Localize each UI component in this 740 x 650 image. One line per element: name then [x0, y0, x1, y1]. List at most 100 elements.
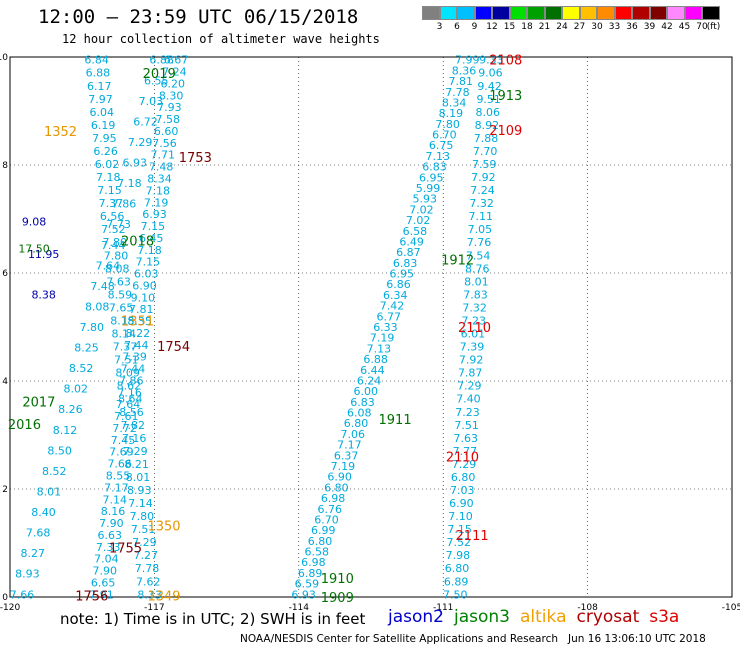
wave-height-value: 7.86: [112, 198, 137, 211]
satellite-altika: altika: [520, 607, 567, 627]
wave-height-value: 7.64: [96, 259, 121, 272]
pass-time-label: 1350: [147, 520, 180, 535]
wave-height-value: 7.18: [117, 177, 142, 190]
legend-swatch: [509, 6, 527, 20]
legend-tick-label: 30: [591, 22, 603, 32]
wave-height-value: 8.52: [42, 465, 67, 478]
wave-height-value: 7.29: [128, 136, 153, 149]
wave-height-value: 7.27: [133, 549, 158, 562]
wave-height-value: 7.98: [446, 549, 471, 562]
pass-time-label: 1753: [179, 151, 212, 166]
wave-height-value: 7.29: [452, 458, 477, 471]
wave-height-value: 8.09: [115, 367, 140, 380]
wave-height-value: 7.45: [111, 434, 136, 447]
wave-height-value: 7.93: [157, 101, 182, 114]
latitude-tick-label: 6: [2, 269, 8, 279]
wave-height-value: 7.03: [139, 95, 164, 108]
wave-height-value: 7.76: [467, 236, 492, 249]
wave-height-value: 8.21: [124, 458, 149, 471]
wave-height-value: 7.19: [331, 460, 356, 473]
latitude-tick-label: 8: [2, 161, 8, 171]
wave-height-value: 6.88: [149, 54, 174, 67]
wave-height-value: 7.19: [370, 332, 395, 345]
wave-height-value: 11.95: [28, 248, 60, 261]
wave-height-value: 7.51: [131, 523, 156, 536]
legend-tick-label: 12: [486, 22, 498, 32]
wave-height-value: 7.78: [135, 562, 160, 575]
wave-height-value: 7.18: [137, 244, 162, 257]
latitude-tick-label: 0: [2, 593, 8, 603]
satellite-legend: jason2 jason3 altika cryosat s3a: [388, 607, 689, 627]
wave-height-value: 9.33: [479, 54, 504, 67]
satellite-s3a: s3a: [649, 607, 680, 627]
wave-height-value: 7.16: [122, 432, 147, 445]
wave-height-value: 6.59: [295, 578, 320, 591]
wave-height-value: 7.37: [113, 341, 138, 354]
wave-height-value: 8.01: [126, 471, 151, 484]
wave-height-value: 7.44: [124, 339, 149, 352]
wave-height-value: 7.59: [472, 158, 497, 171]
pass-time-label: 1909: [321, 591, 354, 606]
legend-tick-label: 15: [503, 22, 516, 32]
wave-height-value: 8.25: [74, 342, 99, 355]
wave-height-value: 7.16: [117, 386, 142, 399]
wave-height-value: 7.97: [88, 93, 113, 106]
wave-height-value: 6.93: [142, 208, 167, 221]
wave-height-value: 6.95: [390, 268, 415, 281]
wave-height-value: 8.33: [137, 588, 162, 601]
longitude-tick-label: -105: [722, 603, 740, 613]
wave-height-value: 6.70: [314, 513, 339, 526]
wave-height-value: 7.71: [151, 149, 176, 162]
wave-height-value: 17.50: [18, 243, 50, 256]
wave-height-value: 7.52: [447, 536, 472, 549]
wave-height-value: 8.19: [439, 107, 464, 120]
pass-time-label: 1911: [379, 413, 412, 428]
wave-height-value: 7.15: [97, 184, 122, 197]
wave-height-value: 7.86: [119, 374, 144, 387]
wave-height-value: 6.01: [461, 328, 486, 341]
wave-height-value: 6.00: [354, 385, 379, 398]
wave-height-value: 8.93: [127, 484, 152, 497]
wave-height-value: 7.02: [409, 203, 434, 216]
legend-swatch: [474, 6, 492, 20]
wave-height-value: 8.14: [112, 328, 137, 341]
wave-height-value: 6.76: [318, 503, 343, 516]
wave-height-value: 7.29: [457, 380, 482, 393]
wave-height-value: 7.68: [26, 527, 51, 540]
pass-time-label: 1910: [321, 572, 354, 587]
wave-height-value: 7.90: [99, 517, 124, 530]
wave-height-value: 6.80: [445, 562, 470, 575]
wave-height-value: 7.24: [162, 66, 187, 79]
wave-height-value: 6.55: [144, 74, 169, 87]
wave-height-value: 7.33: [96, 541, 121, 554]
wave-height-value: 8.50: [47, 444, 72, 457]
wave-height-value: 7.40: [456, 393, 481, 406]
wave-height-value: 7.58: [156, 113, 181, 126]
wave-height-value: 6.83: [350, 396, 375, 409]
wave-height-value: 6.02: [95, 158, 120, 171]
longitude-tick-label: -120: [0, 603, 20, 613]
wave-height-value: 5.93: [412, 193, 437, 206]
pass-time-label: 1351: [121, 315, 154, 330]
pass-time-label: 2018: [121, 235, 154, 250]
legend-unit: (ft): [706, 22, 721, 32]
wave-height-value: 7.06: [340, 428, 365, 441]
wave-height-value: 6.58: [304, 546, 329, 559]
wave-height-value: 9.10: [131, 291, 156, 304]
wave-height-value: 7.15: [136, 256, 161, 269]
legend-tick-label: 9: [471, 22, 478, 32]
wave-height-value: 7.81: [448, 75, 473, 88]
pass-time-label: 2019: [143, 67, 176, 82]
wave-height-value: 7.24: [470, 184, 495, 197]
wave-height-value: 6.70: [432, 129, 457, 142]
legend-tick-label: 6: [454, 22, 460, 32]
wave-height-value: 7.62: [136, 575, 161, 588]
wave-height-value: 7.50: [443, 588, 468, 601]
wave-height-value: 8.26: [58, 403, 83, 416]
wave-height-value: 8.35: [127, 315, 152, 328]
wave-height-value: 8.12: [53, 424, 78, 437]
pass-time-label: 2108: [489, 54, 522, 69]
wave-height-value: 7.02: [406, 214, 431, 227]
pass-time-label: 1756: [75, 589, 108, 604]
legend-tick-label: 24: [556, 22, 568, 32]
